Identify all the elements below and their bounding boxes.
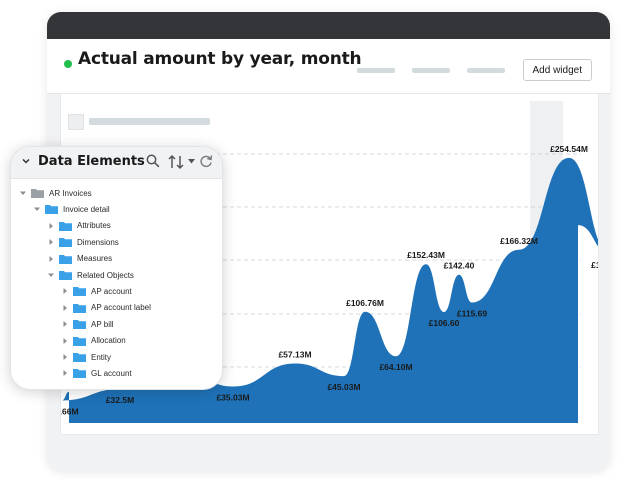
caret-right-icon[interactable]: [47, 255, 55, 263]
placeholder-line: [357, 68, 395, 73]
folder-icon: [59, 238, 72, 248]
folder-icon: [73, 369, 86, 379]
placeholder-line: [412, 68, 450, 73]
caret-right-icon[interactable]: [47, 222, 55, 230]
data-label: £152.43M: [407, 250, 445, 260]
caret-down-icon[interactable]: [19, 189, 27, 197]
add-widget-button[interactable]: Add widget: [522, 59, 592, 81]
tree-item[interactable]: Invoice detail: [33, 201, 110, 217]
status-dot-icon: [64, 60, 72, 68]
area-chart: £21.66M£32.5M£53.78M£35.03M£57.13M£45.03…: [61, 101, 598, 423]
tree-item[interactable]: Attributes: [47, 218, 111, 234]
panel-header: Data Elements: [11, 147, 222, 179]
data-label: £32.5M: [106, 395, 134, 405]
data-label: £142.40: [444, 261, 475, 271]
widget-header: Actual amount by year, month Add widget: [47, 39, 610, 94]
caret-right-icon[interactable]: [61, 287, 69, 295]
tree-item-label: AP account: [91, 286, 132, 296]
folder-icon: [45, 205, 58, 215]
tree-item-label: Related Objects: [77, 270, 134, 280]
folder-icon: [59, 254, 72, 264]
tree-item-label: Dimensions: [77, 237, 119, 247]
folder-icon: [73, 320, 86, 330]
tree-item[interactable]: AP bill: [61, 316, 114, 332]
tree-item[interactable]: GL account: [61, 365, 132, 381]
tree-item[interactable]: Measures: [47, 251, 112, 267]
data-label: £162.17M: [591, 260, 598, 270]
data-elements-panel: Data Elements AR Invoices Invoice detail A…: [10, 146, 223, 390]
data-label: £254.54M: [550, 144, 588, 154]
tree-item-label: AP bill: [91, 319, 114, 329]
caret-right-icon[interactable]: [61, 304, 69, 312]
placeholder-line: [467, 68, 505, 73]
tree-item-label: AP account label: [91, 303, 151, 313]
panel-title: Data Elements: [38, 154, 145, 169]
folder-icon: [73, 287, 86, 297]
search-icon[interactable]: [146, 154, 160, 168]
dropdown-caret-icon[interactable]: [188, 159, 195, 164]
caret-right-icon[interactable]: [61, 353, 69, 361]
tree-item-label: Attributes: [77, 221, 111, 231]
window-titlebar: [47, 12, 610, 39]
folder-icon: [73, 336, 86, 346]
tree-item-label: Allocation: [91, 336, 126, 346]
tree-item[interactable]: AR Invoices: [19, 185, 92, 201]
tree-item-label: GL account: [91, 368, 132, 378]
page-title: Actual amount by year, month: [78, 49, 362, 69]
caret-right-icon[interactable]: [61, 337, 69, 345]
folder-icon: [73, 303, 86, 313]
caret-right-icon[interactable]: [47, 238, 55, 246]
folder-icon: [73, 353, 86, 362]
tree-item-label: Measures: [77, 254, 113, 264]
data-label: £166.32M: [500, 236, 538, 246]
tree-item[interactable]: Related Objects: [47, 267, 134, 283]
tree-item[interactable]: Entity: [61, 349, 111, 365]
refresh-icon[interactable]: [199, 154, 213, 168]
area-series: [62, 157, 598, 423]
chart-checkbox[interactable]: [68, 114, 84, 130]
chart-title-placeholder: [89, 118, 210, 125]
tree-item[interactable]: Allocation: [61, 333, 126, 349]
data-label: £21.66M: [61, 406, 79, 416]
caret-right-icon[interactable]: [61, 369, 69, 377]
folder-icon: [31, 189, 44, 198]
data-label: £64.10M: [379, 362, 412, 372]
tree-item-label: AR Invoices: [49, 188, 92, 198]
data-label: £115.69: [457, 309, 488, 319]
tree-item[interactable]: AP account: [61, 283, 132, 299]
tree-item-label: Invoice detail: [63, 204, 110, 214]
folder-icon: [59, 271, 72, 280]
data-label: £57.13M: [278, 349, 311, 359]
data-label: £35.03M: [216, 393, 249, 403]
caret-down-icon[interactable]: [47, 271, 55, 279]
caret-down-icon[interactable]: [33, 205, 41, 213]
tree-item-label: Entity: [91, 352, 112, 362]
chevron-down-icon[interactable]: [21, 156, 31, 166]
folder-icon: [59, 221, 72, 231]
caret-right-icon[interactable]: [61, 320, 69, 328]
data-label: £106.76M: [346, 298, 384, 308]
tree-item[interactable]: Dimensions: [47, 234, 119, 250]
tree-item[interactable]: AP account label: [61, 300, 151, 316]
sort-icon[interactable]: [167, 154, 187, 170]
data-label: £106.60: [429, 318, 460, 328]
data-label: £45.03M: [327, 382, 360, 392]
